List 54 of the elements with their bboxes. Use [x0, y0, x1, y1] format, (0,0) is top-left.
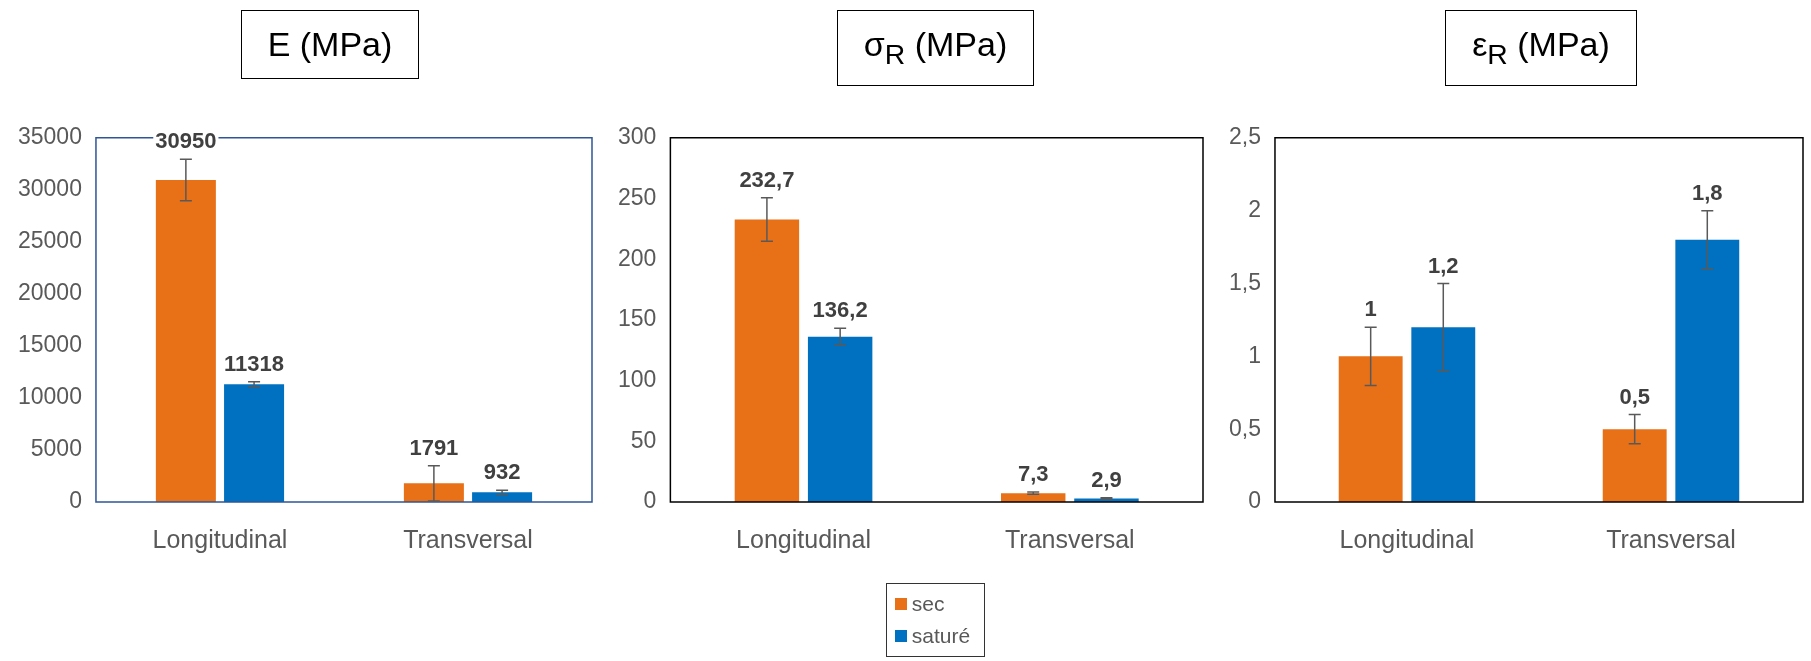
x-tick-label: Transversal — [1005, 524, 1135, 553]
y-tick-label: 35000 — [17, 123, 82, 150]
bar — [734, 219, 800, 502]
y-tick-label: 2 — [1248, 195, 1261, 222]
y-tick-label: 300 — [618, 123, 657, 150]
y-tick-label: 30000 — [17, 175, 82, 202]
y-tick-label: 0,5 — [1228, 414, 1261, 441]
x-tick-label: Longitudinal — [1339, 524, 1475, 553]
data-label: 1791 — [409, 434, 459, 460]
y-tick-label: 100 — [618, 365, 657, 392]
data-label: 932 — [483, 459, 521, 485]
y-tick-label: 10000 — [17, 383, 82, 410]
x-tick-label: Transversal — [403, 524, 533, 553]
chart-title: E (MPa) — [240, 10, 420, 79]
y-tick-label: 250 — [618, 183, 657, 210]
data-label: 7,3 — [1017, 460, 1049, 486]
y-tick-label: 1,5 — [1228, 268, 1261, 295]
y-tick-label: 2,5 — [1228, 123, 1261, 150]
y-tick-label: 150 — [618, 305, 657, 332]
data-label: 232,7 — [739, 166, 795, 192]
y-tick-label: 0 — [643, 487, 657, 514]
data-label: 0,5 — [1619, 383, 1650, 409]
y-tick-label: 0 — [69, 487, 82, 514]
y-tick-label: 5000 — [30, 435, 82, 462]
y-tick-label: 15000 — [17, 331, 82, 358]
data-label: 1 — [1364, 296, 1377, 322]
y-tick-label: 0 — [1248, 487, 1261, 514]
y-tick-label: 20000 — [17, 279, 82, 306]
legend-label: sec — [911, 592, 945, 616]
data-label: 1,8 — [1692, 179, 1723, 205]
bar — [155, 179, 216, 502]
chart-title: ε$_{R}$ (MPa) — [1445, 10, 1637, 86]
bar — [472, 492, 533, 502]
bar — [403, 483, 464, 502]
legend-label: saturé — [911, 624, 971, 648]
x-tick-label: Longitudinal — [736, 524, 871, 553]
bar — [1602, 429, 1667, 502]
y-tick-label: 1 — [1248, 341, 1261, 368]
data-label: 136,2 — [812, 297, 868, 323]
data-label: 2,9 — [1091, 466, 1122, 492]
bar — [1411, 327, 1476, 502]
data-label: 30950 — [155, 128, 217, 154]
x-tick-label: Transversal — [1606, 524, 1736, 553]
bar — [807, 336, 873, 502]
bar — [224, 384, 285, 502]
y-tick-label: 25000 — [17, 227, 82, 254]
bar — [1338, 356, 1403, 502]
data-label: 1,2 — [1427, 252, 1459, 278]
bar — [1675, 239, 1740, 502]
x-tick-label: Longitudinal — [152, 524, 288, 553]
chart-title: σ$_{R}$ (MPa) — [836, 10, 1035, 86]
data-label: 11318 — [224, 350, 285, 376]
y-tick-label: 200 — [618, 244, 657, 271]
y-tick-label: 50 — [630, 426, 657, 453]
